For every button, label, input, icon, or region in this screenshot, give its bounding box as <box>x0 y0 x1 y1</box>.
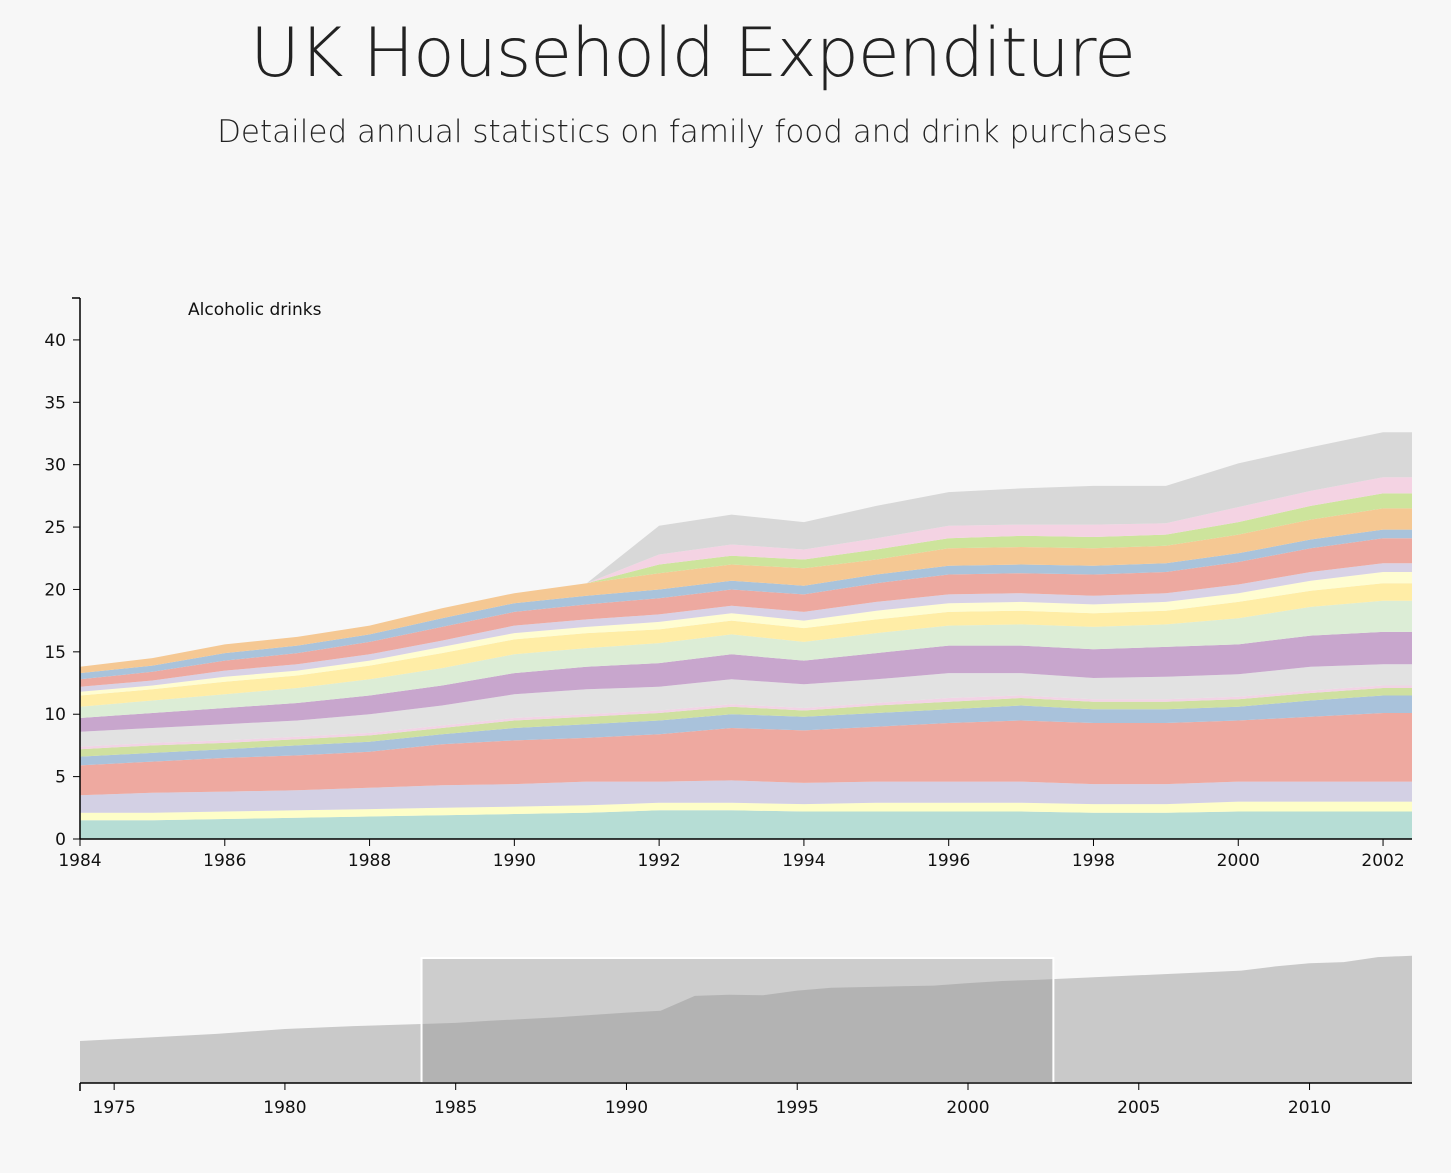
overview-x-tick-label: 1980 <box>263 1098 306 1118</box>
overview-x-tick-label: 2010 <box>1288 1098 1331 1118</box>
overview-x-tick-label: 2000 <box>946 1098 989 1118</box>
area-series-10[interactable] <box>80 600 1451 718</box>
y-tick-label: 30 <box>44 456 66 476</box>
area-series-11[interactable] <box>80 583 1451 707</box>
area-series-13[interactable] <box>80 563 1451 692</box>
y-tick-label: 20 <box>44 580 66 600</box>
y-tick-label: 25 <box>44 518 66 538</box>
x-tick-label: 1986 <box>203 851 246 871</box>
y-tick-label: 10 <box>44 705 66 725</box>
area-series-3[interactable] <box>80 780 1451 813</box>
overview-x-tick-label: 1975 <box>93 1098 136 1118</box>
area-series-6[interactable] <box>80 688 1451 757</box>
y-tick-label: 40 <box>44 331 66 351</box>
y-tick-label: 0 <box>55 830 66 850</box>
y-tick-label: 35 <box>44 393 66 413</box>
area-series-8[interactable] <box>80 664 1451 747</box>
area-series-1[interactable] <box>80 810 1451 839</box>
brush-selection[interactable] <box>420 957 1055 1084</box>
overview-x-tick-label: 2005 <box>1117 1098 1160 1118</box>
overview-area <box>80 955 1412 1083</box>
x-tick-label: 1992 <box>637 851 680 871</box>
overview-x-tick-label: 1985 <box>434 1098 477 1118</box>
context-overview: 1975 1980 1985 1990 1995 2000 2005 2010 <box>79 955 1412 1118</box>
x-tick-label: 1998 <box>1072 851 1115 871</box>
overview-x-tick-label: 1990 <box>605 1098 648 1118</box>
y-tick-label: 15 <box>44 643 66 663</box>
x-tick-label: 2000 <box>1217 851 1260 871</box>
area-series-15[interactable] <box>80 529 1451 680</box>
chart-subtitle: Detailed annual statistics on family foo… <box>217 114 1168 150</box>
focus-area-series <box>80 432 1451 839</box>
x-tick-label: 2002 <box>1361 851 1404 871</box>
area-series-19[interactable] <box>80 432 1451 667</box>
focus-axes: 0 5 10 15 20 25 30 35 40 1984 1986 1988 1990 1992 1994… <box>44 297 1412 871</box>
area-series-16[interactable] <box>80 508 1451 674</box>
area-series-14[interactable] <box>80 538 1451 687</box>
x-tick-label: 1994 <box>782 851 825 871</box>
overview-x-tick-label: 1995 <box>776 1098 819 1118</box>
chart-title: UK Household Expenditure <box>250 14 1136 93</box>
x-tick-label: 1990 <box>493 851 536 871</box>
x-tick-label: 1984 <box>58 851 101 871</box>
x-tick-label: 1996 <box>927 851 970 871</box>
y-tick-label: 5 <box>55 768 66 788</box>
x-tick-label: 1988 <box>348 851 391 871</box>
area-series-5[interactable] <box>80 695 1451 766</box>
area-series-4[interactable] <box>80 713 1451 796</box>
area-series-9[interactable] <box>80 631 1451 732</box>
area-series-7[interactable] <box>80 685 1451 750</box>
hover-series-label: Alcoholic drinks <box>188 300 322 320</box>
area-series-2[interactable] <box>80 801 1451 821</box>
